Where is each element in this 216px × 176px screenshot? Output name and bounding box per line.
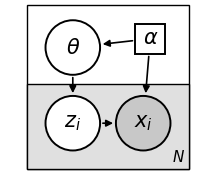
- Circle shape: [116, 96, 170, 150]
- Circle shape: [46, 96, 100, 150]
- Circle shape: [46, 20, 100, 75]
- Text: $x_i$: $x_i$: [134, 113, 153, 133]
- Bar: [135, 24, 165, 54]
- Text: $\theta$: $\theta$: [66, 37, 80, 58]
- Text: $N$: $N$: [172, 149, 186, 165]
- Text: $\alpha$: $\alpha$: [143, 29, 158, 48]
- Text: $z_i$: $z_i$: [64, 113, 81, 133]
- Bar: [27, 84, 189, 169]
